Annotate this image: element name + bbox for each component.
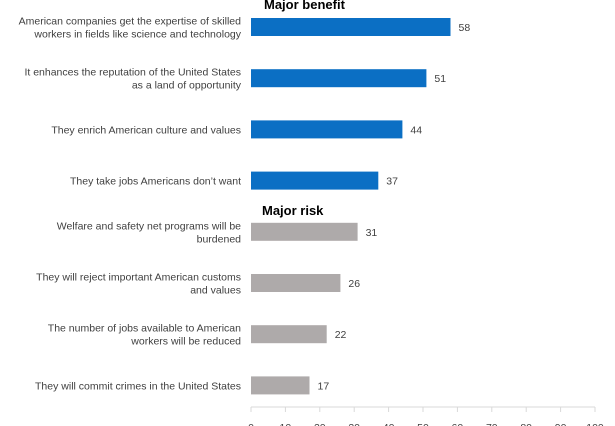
category-label: The number of jobs available to American… [48,323,241,348]
x-tick-label: 30 [348,422,360,426]
bar [251,325,327,344]
x-tick-label: 90 [555,422,567,426]
x-tick-label: 100 [586,422,604,426]
bar [251,274,341,292]
x-tick-label: 20 [314,422,326,426]
x-tick-label: 80 [520,422,532,426]
bar [251,120,403,139]
value-label: 22 [335,329,347,341]
category-label: They will reject important American cust… [36,272,241,297]
value-label: 17 [318,380,330,392]
bar [251,171,379,190]
category-label: It enhances the reputation of the United… [24,67,241,92]
x-tick-label: 50 [417,422,429,426]
x-tick-label: 70 [486,422,498,426]
value-label: 31 [366,227,378,239]
x-tick-label: 0 [248,422,254,426]
x-tick-label: 10 [280,422,292,426]
bar [251,18,451,36]
category-label: American companies get the expertise of … [19,16,242,41]
value-label: 37 [386,176,398,188]
bar [251,222,358,241]
category-label: They enrich American culture and values [51,124,241,136]
value-label: 58 [459,22,471,34]
x-tick-label: 40 [383,422,395,426]
category-label: They take jobs Americans don’t want [70,176,241,188]
group-label: Major benefit [264,0,346,12]
value-label: 26 [348,278,360,290]
category-label: Welfare and safety net programs will be b… [57,220,241,245]
x-tick-label: 60 [452,422,464,426]
category-label: They will commit crimes in the United St… [35,380,241,392]
group-label: Major risk [262,203,324,218]
value-label: 51 [434,73,446,85]
bar [251,376,310,395]
value-label: 44 [410,124,422,136]
bar [251,69,427,88]
